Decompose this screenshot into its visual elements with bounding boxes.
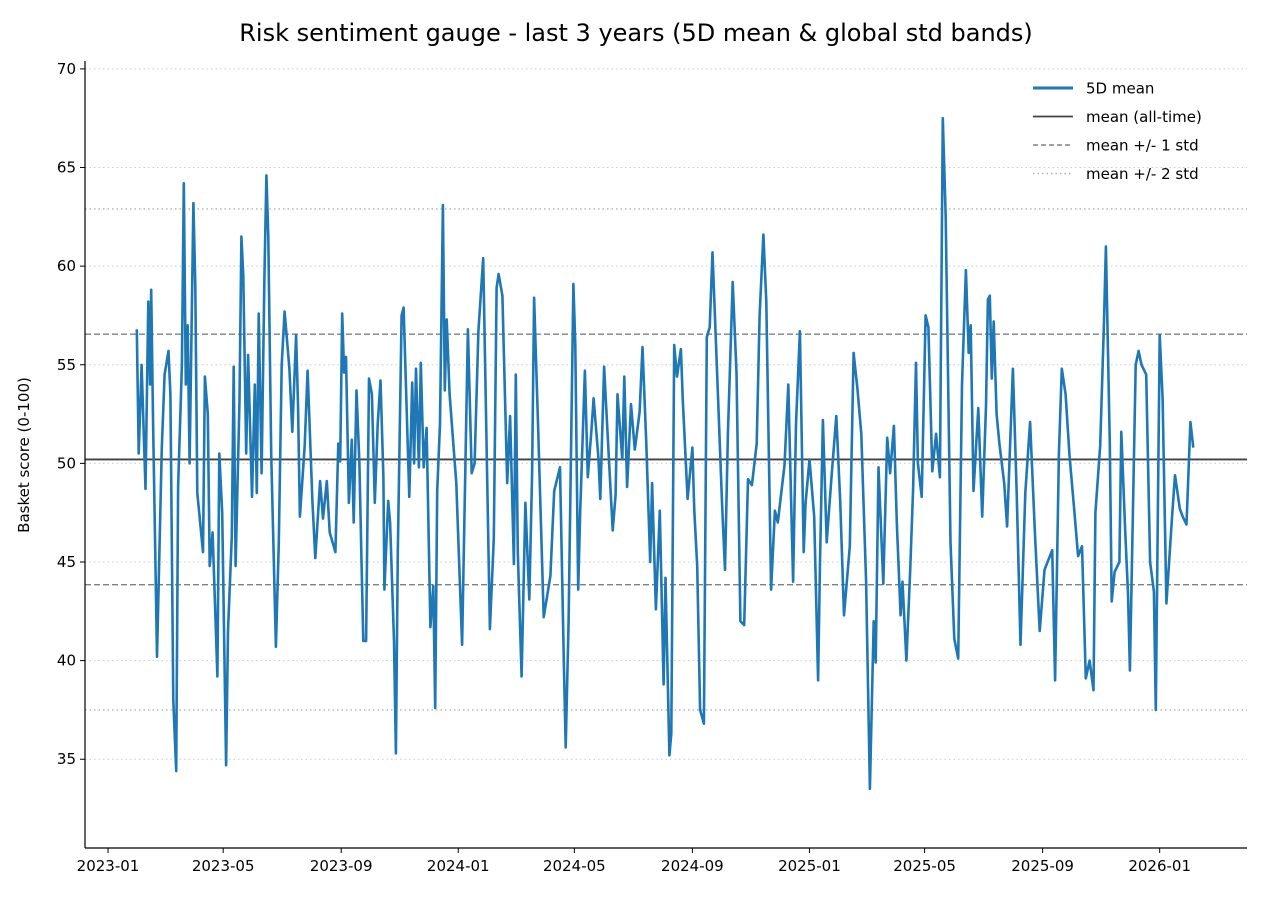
y-tick-label: 50 xyxy=(57,454,76,472)
x-tick-label: 2023-01 xyxy=(77,857,140,875)
series-layer xyxy=(135,116,1195,791)
x-tick-label: 2024-05 xyxy=(543,857,606,875)
x-tick-label: 2025-09 xyxy=(1011,857,1074,875)
y-tick-label: 40 xyxy=(57,652,76,670)
x-tick-label: 2024-09 xyxy=(661,857,724,875)
y-tick-label: 60 xyxy=(57,257,76,275)
y-tick-label: 65 xyxy=(57,159,76,177)
legend-label: mean (all-time) xyxy=(1086,108,1202,126)
x-tick-label: 2025-01 xyxy=(778,857,841,875)
x-tick-label: 2023-05 xyxy=(192,857,255,875)
legend-label: mean +/- 1 std xyxy=(1086,137,1199,155)
x-tick-label: 2026-01 xyxy=(1128,857,1191,875)
x-tick-label: 2024-01 xyxy=(427,857,490,875)
x-tick-label: 2025-05 xyxy=(893,857,956,875)
y-tick-label: 35 xyxy=(57,750,76,768)
legend: 5D mean mean (all-time) mean +/- 1 std mean… xyxy=(1033,80,1202,183)
y-tick-label: 70 xyxy=(57,60,76,78)
legend-label: 5D mean xyxy=(1086,80,1154,98)
series-5d-mean-line xyxy=(135,116,1195,791)
y-tick-label: 55 xyxy=(57,356,76,374)
chart-title: Risk sentiment gauge - last 3 years (5D … xyxy=(239,19,1033,47)
legend-label: mean +/- 2 std xyxy=(1086,165,1199,183)
y-axis-label: Basket score (0-100) xyxy=(15,377,33,533)
x-tick-label: 2023-09 xyxy=(310,857,373,875)
y-tick-label: 45 xyxy=(57,553,76,571)
axes: 35 40 45 50 55 60 65 70 2023-01 2023-05 2023-09 202… xyxy=(57,60,1247,875)
